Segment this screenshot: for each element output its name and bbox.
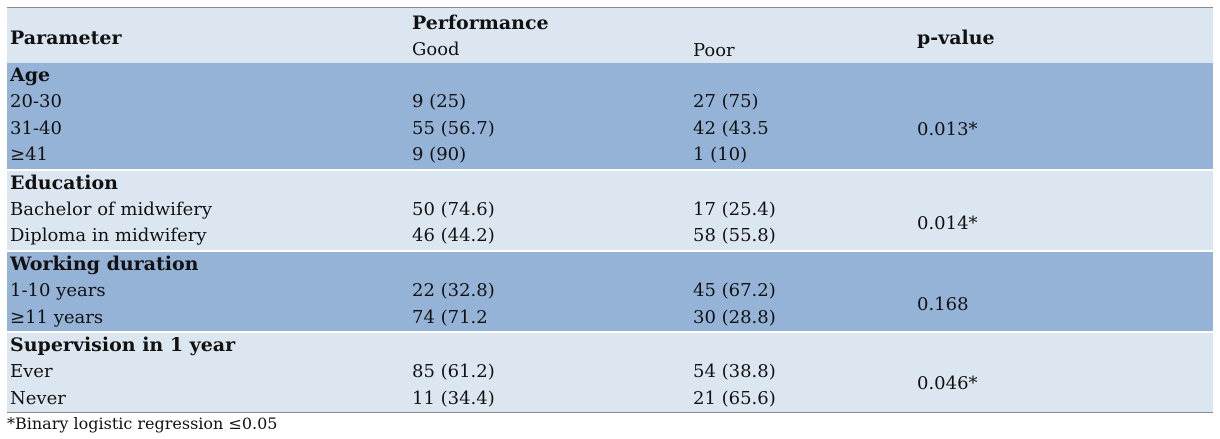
group-pvalue: 0.046* [917, 372, 978, 394]
header-poor: Poor [693, 40, 735, 61]
row-label: ≥41 [10, 144, 48, 166]
group-pvalue: 0.014* [917, 212, 978, 234]
group-title: Education [10, 171, 118, 194]
row-poor: 54 (38.8) [693, 361, 776, 383]
row-label: 31-40 [10, 117, 62, 139]
row-divider [7, 330, 1213, 333]
row-good: 22 (32.8) [412, 280, 495, 302]
group-title-row: Education [7, 171, 1213, 197]
table-row: Never 11 (34.4) 21 (65.6) [7, 386, 1213, 412]
row-poor: 1 (10) [693, 144, 748, 166]
header-good: Good [412, 39, 460, 60]
group-title: Working duration [10, 252, 199, 275]
row-good: 9 (90) [412, 144, 467, 166]
row-poor: 45 (67.2) [693, 280, 776, 302]
row-label: 1-10 years [10, 280, 106, 302]
row-good: 11 (34.4) [412, 387, 495, 409]
row-label: Diploma in midwifery [10, 225, 207, 247]
table-row: ≥41 9 (90) 1 (10) [7, 142, 1213, 168]
results-table: Parameter Performance Good Poor p-value … [7, 7, 1213, 414]
row-poor: 58 (55.8) [693, 225, 776, 247]
group-title: Supervision in 1 year [10, 333, 236, 356]
table-row: Diploma in midwifery 46 (44.2) 58 (55.8) [7, 223, 1213, 249]
row-good: 46 (44.2) [412, 225, 495, 247]
footnote: *Binary logistic regression ≤0.05 [7, 414, 278, 433]
row-poor: 21 (65.6) [693, 387, 776, 409]
table-row: Bachelor of midwifery 50 (74.6) 17 (25.4… [7, 197, 1213, 223]
group-pvalue: 0.168 [917, 293, 969, 315]
group-education: Education Bachelor of midwifery 50 (74.6… [7, 170, 1213, 250]
table-row: ≥11 years 74 (71.2 30 (28.8) [7, 305, 1213, 331]
group-title-row: Age [7, 63, 1213, 89]
table-row: 31-40 55 (56.7) 42 (43.5 [7, 116, 1213, 142]
row-label: Never [10, 387, 66, 409]
row-poor: 30 (28.8) [693, 306, 776, 328]
row-good: 55 (56.7) [412, 117, 495, 139]
group-age: Age 20-30 9 (25) 27 (75) 31-40 55 (56.7)… [7, 63, 1213, 169]
row-label: Ever [10, 361, 53, 383]
group-title-row: Supervision in 1 year [7, 333, 1213, 359]
row-good: 9 (25) [412, 91, 467, 113]
row-divider [7, 249, 1213, 252]
table-row: 20-30 9 (25) 27 (75) [7, 89, 1213, 115]
row-good: 85 (61.2) [412, 361, 495, 383]
header-performance: Performance [412, 12, 549, 34]
table-header: Parameter Performance Good Poor p-value [7, 8, 1213, 63]
header-pvalue: p-value [917, 27, 995, 49]
table-row: 1-10 years 22 (32.8) 45 (67.2) [7, 278, 1213, 304]
row-poor: 42 (43.5 [693, 117, 769, 139]
row-good: 74 (71.2 [412, 306, 488, 328]
row-divider [7, 168, 1213, 171]
row-label: Bachelor of midwifery [10, 198, 213, 220]
row-poor: 17 (25.4) [693, 198, 776, 220]
group-working-duration: Working duration 1-10 years 22 (32.8) 45… [7, 251, 1213, 331]
header-parameter: Parameter [10, 27, 122, 49]
table-row: Ever 85 (61.2) 54 (38.8) [7, 359, 1213, 385]
row-label: ≥11 years [10, 306, 104, 328]
group-title-row: Working duration [7, 252, 1213, 278]
row-poor: 27 (75) [693, 91, 759, 113]
group-supervision: Supervision in 1 year Ever 85 (61.2) 54 … [7, 332, 1213, 413]
row-good: 50 (74.6) [412, 198, 495, 220]
row-label: 20-30 [10, 91, 62, 113]
group-title: Age [10, 64, 51, 86]
group-pvalue: 0.013* [917, 119, 978, 140]
